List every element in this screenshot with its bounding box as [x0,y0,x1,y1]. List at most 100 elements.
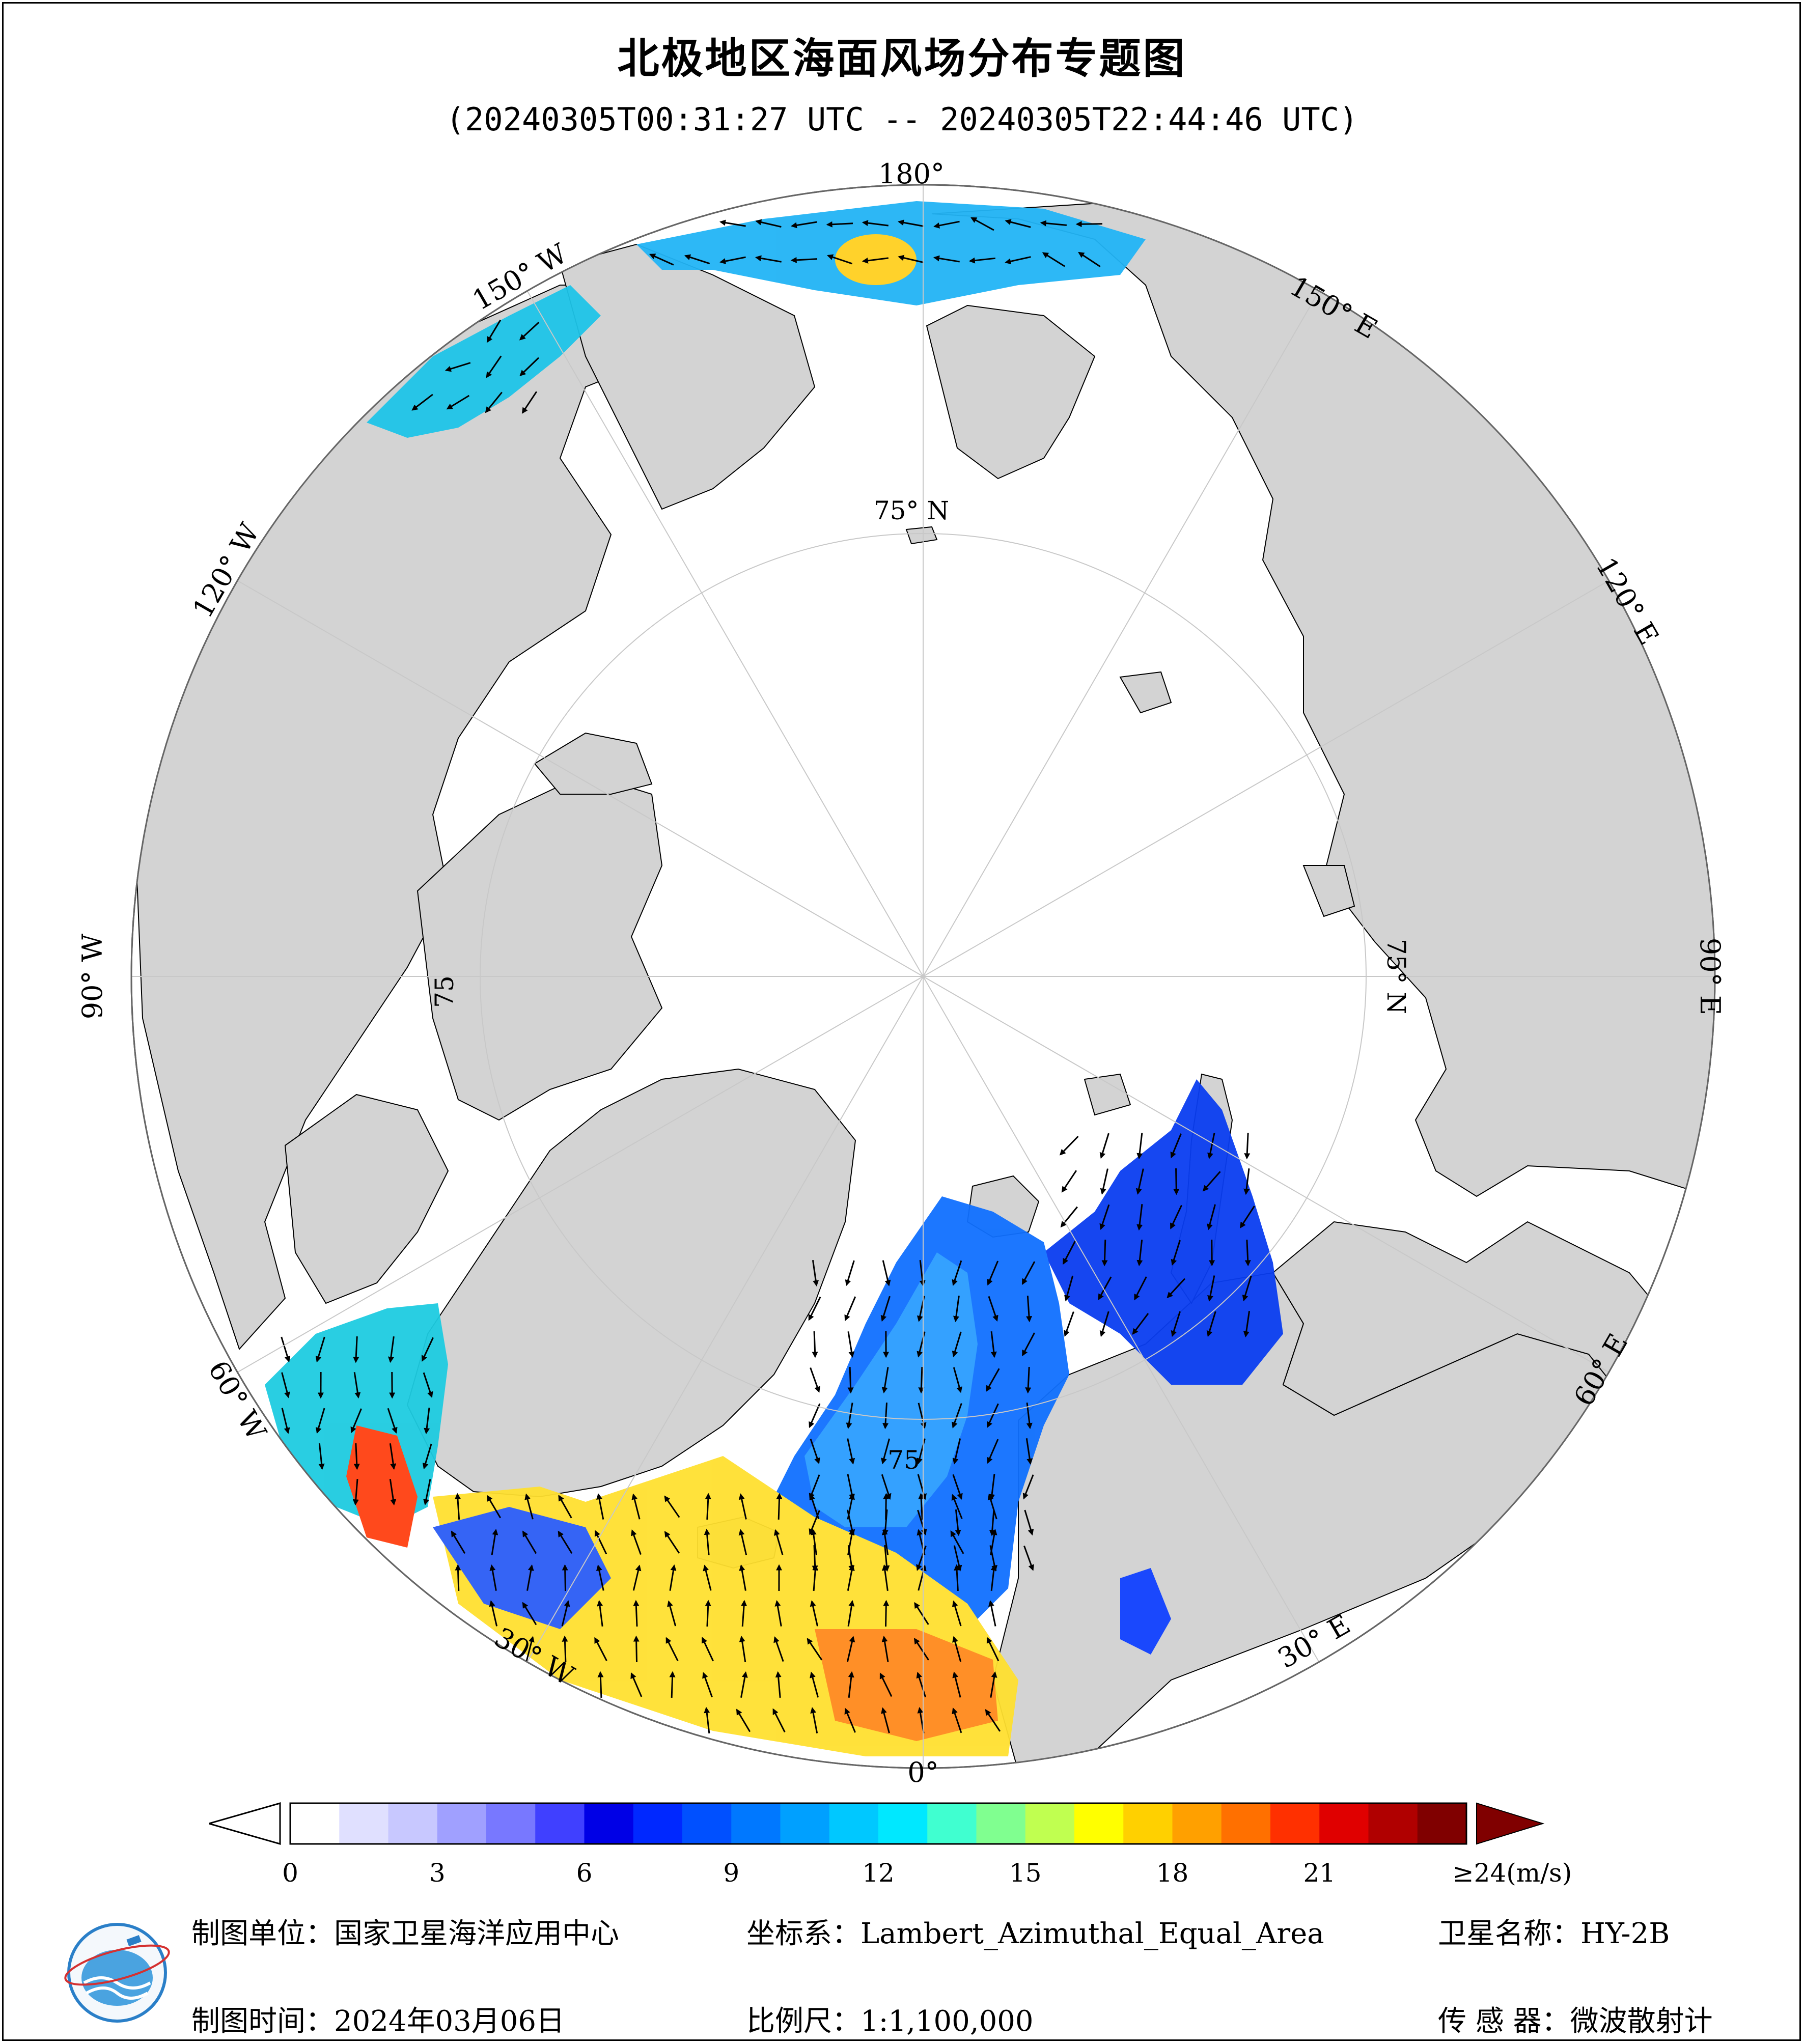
meridian-line [526,976,924,1663]
polar-map: 180° 150° W 150° E 120° W 120° E 90° W 9… [76,158,1726,1788]
wind-arrow [1078,251,1101,268]
swath-atlantic-cool [433,1507,611,1629]
wind-arrow [1171,1240,1181,1266]
wind-arrow [353,1372,361,1399]
wind-arrow [424,1407,430,1435]
wind-arrow [526,1564,534,1591]
wind-arrow [738,1529,747,1555]
wind-arrow [774,1600,782,1627]
wind-arrow [952,1671,961,1698]
wind-arrow [847,1438,855,1465]
meridian-line [237,580,924,977]
wind-arrow [525,1636,535,1662]
lat-label-right: 75° N [1381,939,1411,1014]
wind-arrow [389,1443,397,1470]
wind-arrow [491,1528,498,1555]
time-range-subtitle: (20240305T00:31:27 UTC -- 20240305T22:44… [446,101,1358,138]
meridian-line [923,976,1320,1663]
colorbar-cell [290,1803,340,1844]
colorbar-tick-label: 15 [1009,1858,1042,1888]
colorbar-cell [388,1803,438,1844]
wind-arrow [952,1474,963,1500]
sensor-label: 传 感 器： [1438,2005,1570,2038]
wind-arrow [990,1671,997,1698]
wind-arrow [862,220,889,227]
wind-arrow [281,1336,291,1363]
wind-arrow [522,1530,537,1554]
wind-arrow [916,1545,927,1571]
wind-arrow [809,1493,820,1520]
wind-arrow [741,1600,747,1627]
lon-label-90e: 90° E [1694,938,1726,1015]
sensor-value: 微波散射计 [1570,2005,1713,2038]
wind-arrow [353,1336,359,1363]
wind-arrow [848,1671,854,1698]
wind-arrow [1021,1261,1036,1285]
producer-info: 制图单位：国家卫星海洋应用中心 [191,1911,619,1952]
wind-arrow [913,1638,929,1661]
colorbar-cell [437,1803,487,1844]
colorbar-cell [1270,1803,1320,1844]
colorbar-cell [1123,1803,1173,1844]
wind-arrow [986,1368,1000,1392]
wind-arrow [1202,1171,1221,1192]
wind-arrow [1063,1241,1076,1265]
wind-arrow [1134,1276,1147,1301]
wind-arrow [630,1672,643,1697]
wind-arrow [1243,1311,1251,1338]
meridian-line [923,290,1320,977]
wind-arrow [1242,1275,1252,1302]
wind-arrow [315,1408,325,1434]
wind-arrow [755,255,782,263]
wind-arrow [914,1602,929,1625]
wind-arrow [738,1493,747,1520]
colorbar-under-arrow [209,1802,281,1845]
wind-arrow [1167,1278,1186,1299]
swath-labrador-red [346,1425,418,1548]
wind-arrow [772,1708,786,1732]
wind-arrow [1040,220,1067,227]
wind-arrow [917,1331,926,1358]
wind-arrow [1005,256,1031,265]
crs-label: 坐标系： [746,1917,861,1950]
wind-arrow [844,1707,856,1733]
wind-arrow [389,1479,397,1506]
colorbar-tick-label: 21 [1303,1858,1336,1888]
wind-arrow [917,1509,927,1536]
lon-label-180: 180° [878,158,945,190]
wind-arrow [987,1261,999,1286]
land-new-siberian [1119,671,1172,714]
wind-arrow [847,1529,855,1555]
wind-arrow [881,1438,891,1465]
wind-arrow [704,1706,710,1734]
wind-arrow [486,1495,502,1519]
wind-arrow [846,1636,855,1662]
land-severnaya [1302,865,1355,917]
wind-arrow [739,1564,746,1591]
wind-arrow [990,1529,997,1555]
wind-arrow [522,1602,537,1626]
wind-arrow [1244,1132,1251,1160]
wind-arrow [1173,1168,1180,1195]
swath-greenland-sea [804,1252,978,1527]
graticule [131,185,1715,1768]
wind-arrow [423,1479,431,1505]
colorbar-cell [927,1803,977,1844]
wind-arrow [987,1403,999,1428]
colorbar-tick-label: 9 [723,1858,740,1888]
scale-info: 比例尺：1:1,100,000 [746,1998,1034,2039]
map-title: 北极地区海面风场分布专题图 [617,35,1187,83]
wind-arrow [667,1600,677,1627]
wind-arrow [881,1367,889,1394]
wind-arrow [990,1331,997,1358]
wind-arrow [844,1296,856,1322]
wind-arrow [810,1528,817,1555]
wind-arrow [952,1403,962,1429]
wind-arrow [810,1707,818,1733]
wind-arrow [669,1671,676,1698]
wind-arrow [558,1495,572,1519]
colorbar-cell [339,1803,389,1844]
wind-arrow [594,1637,607,1661]
wind-arrow [988,1600,996,1627]
wind-arrow [847,1331,855,1358]
